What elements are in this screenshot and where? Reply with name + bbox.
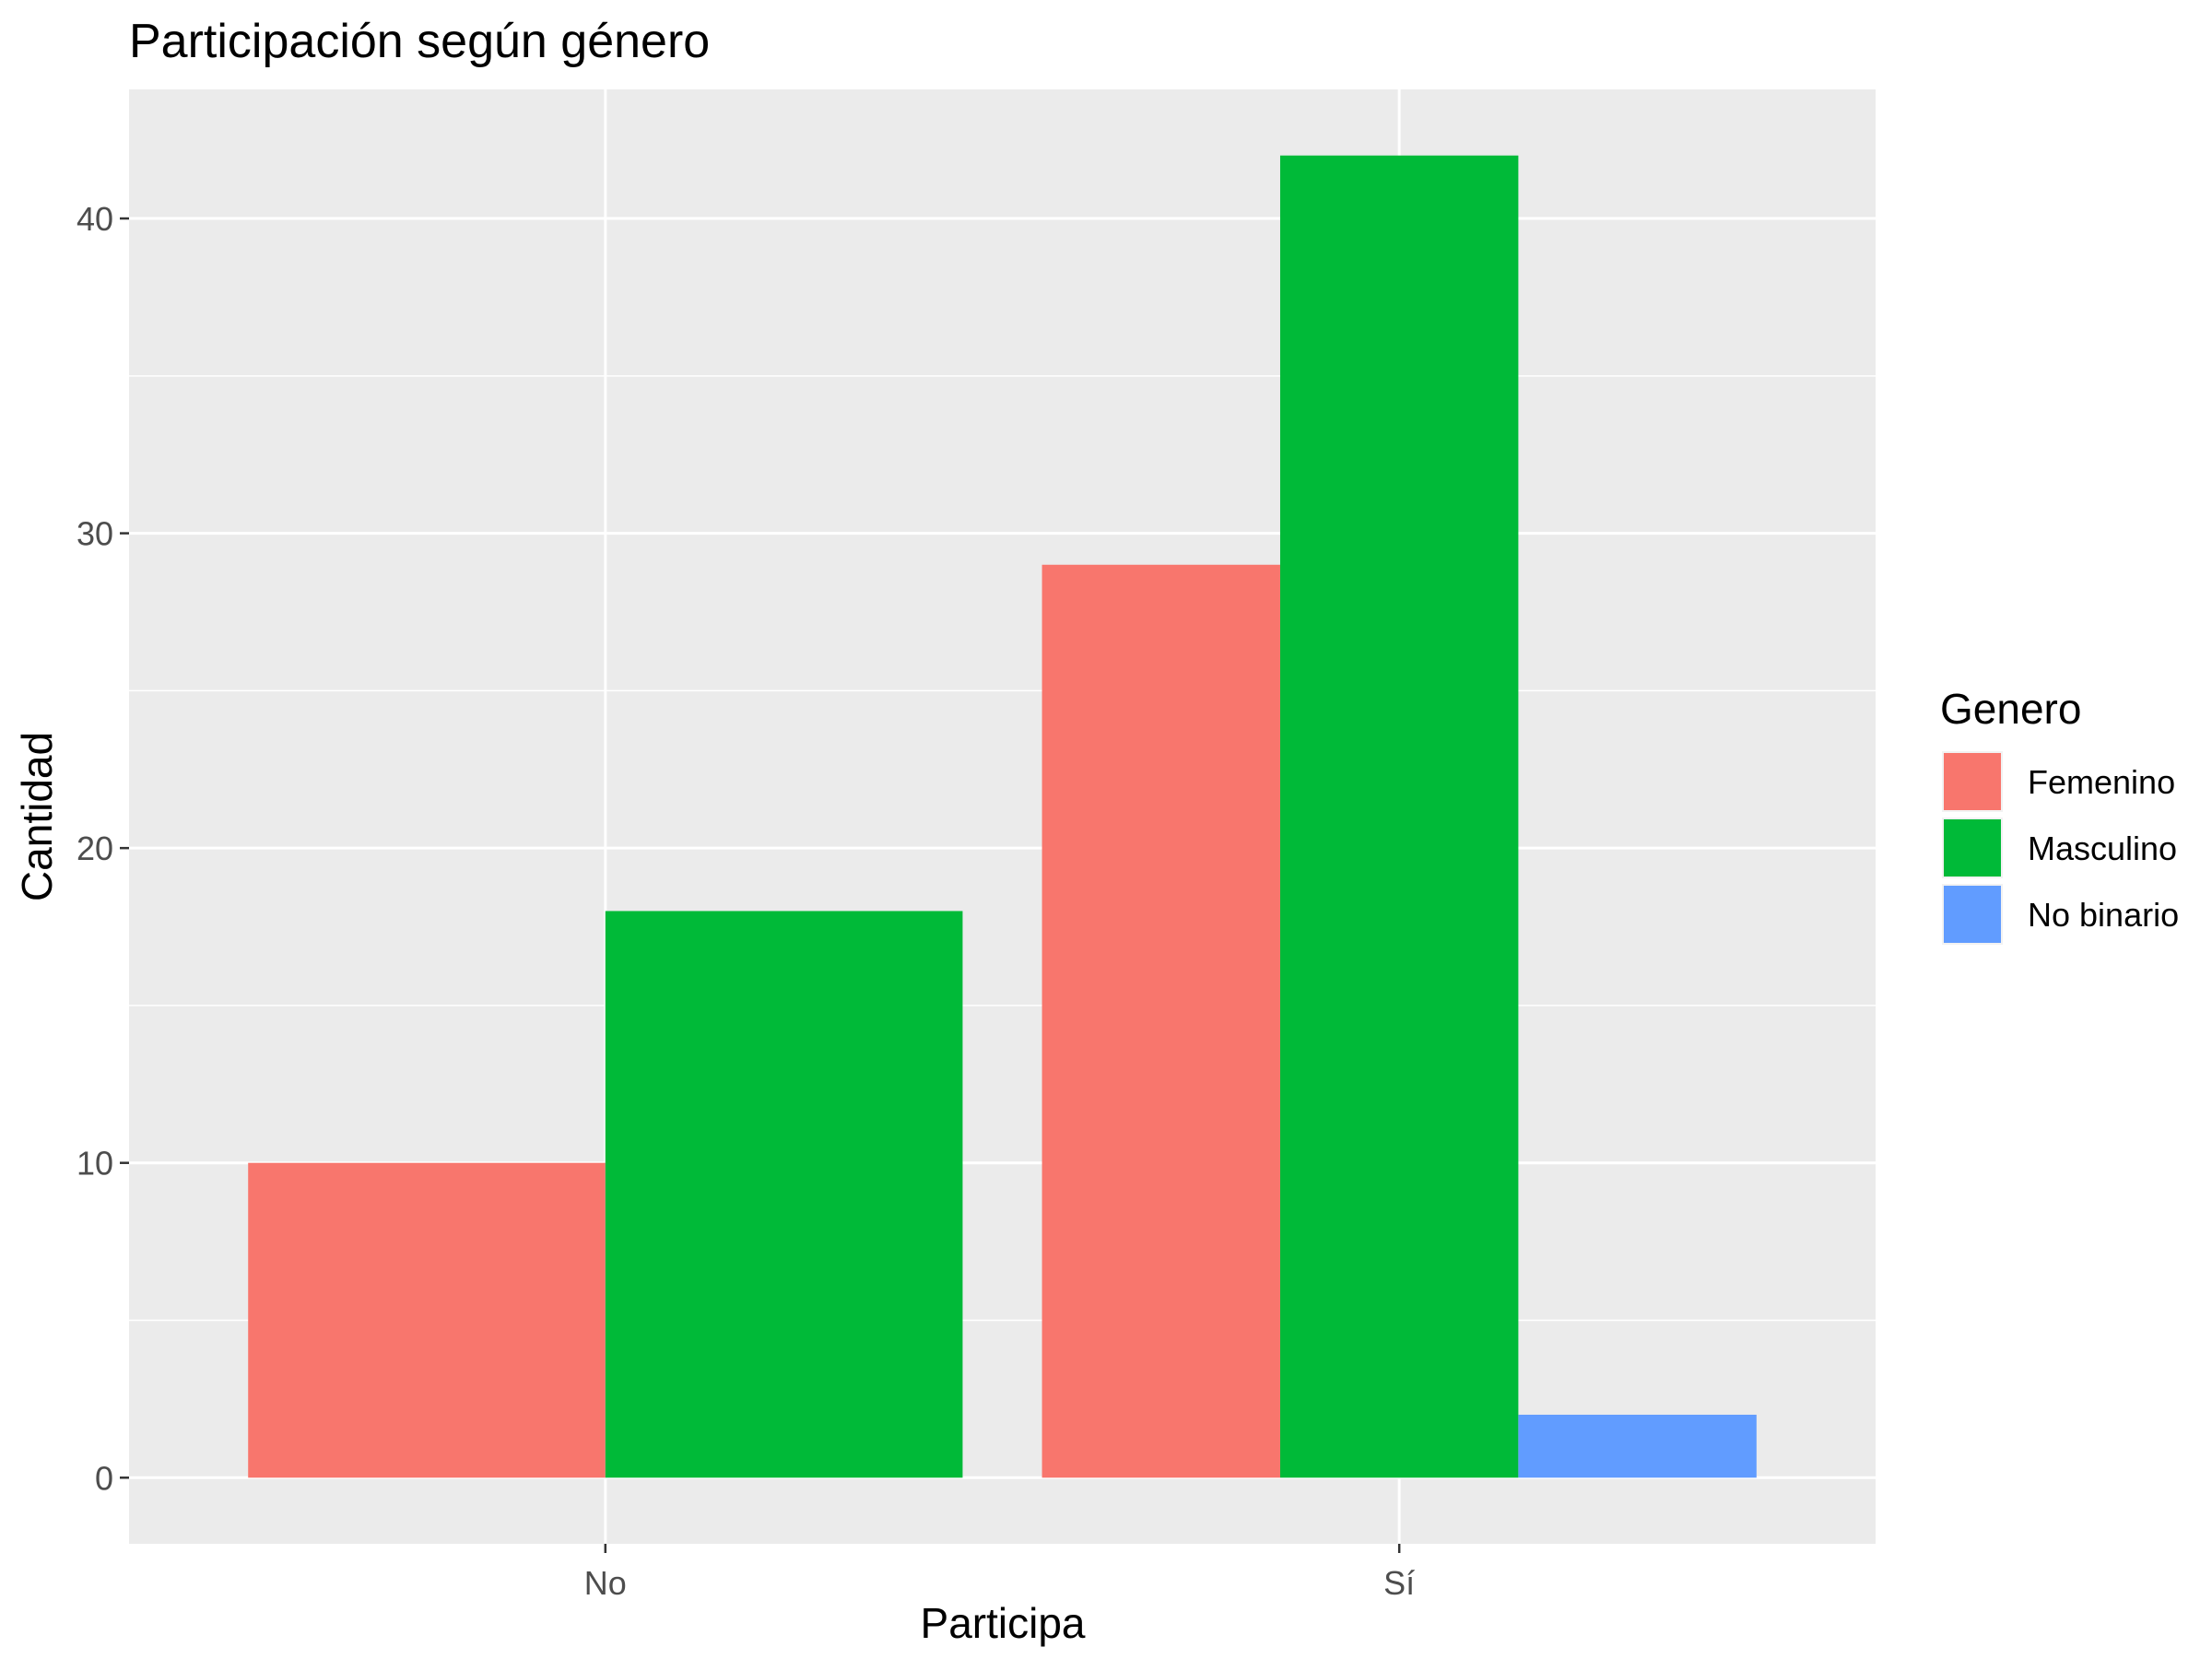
y-axis: 0 10 20 30 40 <box>76 200 129 1497</box>
bar-femenino-no <box>248 1162 606 1478</box>
legend-swatch <box>1944 819 2001 877</box>
y-tick-label: 30 <box>76 515 113 553</box>
y-tick-label: 20 <box>76 830 113 867</box>
chart-title: Participación según género <box>129 15 710 68</box>
legend-swatch <box>1944 886 2001 943</box>
legend-label: No binario <box>2028 896 2179 934</box>
legend: Genero Femenino Masculino No binario <box>1940 685 2179 945</box>
bar-masculino-no <box>605 911 963 1478</box>
bars <box>248 155 1757 1478</box>
x-tick-label: No <box>584 1564 627 1602</box>
y-tick-label: 40 <box>76 200 113 238</box>
legend-label: Femenino <box>2028 763 2175 801</box>
y-axis-title: Cantidad <box>13 732 61 901</box>
x-axis: No Sí <box>584 1544 1415 1602</box>
bar-no-binario-sí <box>1518 1414 1757 1478</box>
y-tick-label: 10 <box>76 1145 113 1182</box>
legend-title: Genero <box>1940 685 2081 733</box>
legend-label: Masculino <box>2028 830 2177 867</box>
bar-femenino-sí <box>1041 564 1280 1478</box>
x-tick-label: Sí <box>1383 1564 1415 1602</box>
legend-swatch <box>1944 753 2001 810</box>
y-tick-label: 0 <box>95 1459 113 1497</box>
bar-masculino-sí <box>1279 155 1519 1478</box>
x-axis-title: Participa <box>921 1599 1086 1647</box>
